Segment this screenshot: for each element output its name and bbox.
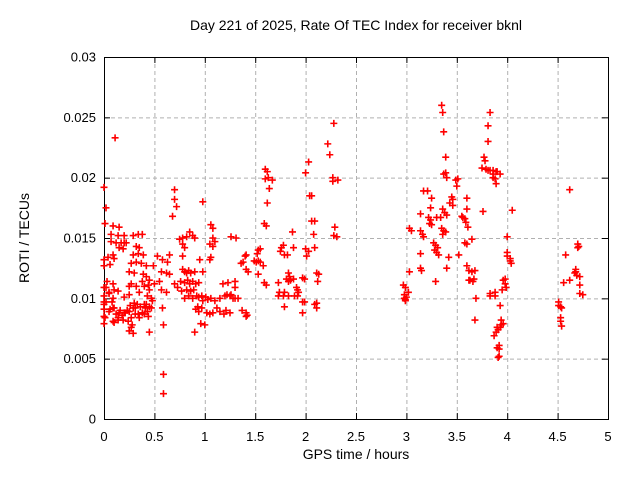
svg-text:3.5: 3.5 — [448, 429, 466, 444]
svg-text:3: 3 — [403, 429, 410, 444]
svg-text:2.5: 2.5 — [347, 429, 365, 444]
svg-text:0.025: 0.025 — [63, 110, 96, 125]
svg-text:0.03: 0.03 — [71, 50, 96, 65]
svg-text:2: 2 — [302, 429, 309, 444]
svg-text:0: 0 — [100, 429, 107, 444]
svg-text:0.02: 0.02 — [71, 170, 96, 185]
svg-text:0.005: 0.005 — [63, 351, 96, 366]
x-axis-label: GPS time / hours — [302, 446, 410, 462]
svg-text:5: 5 — [604, 429, 611, 444]
svg-text:1.5: 1.5 — [246, 429, 264, 444]
svg-text:0.01: 0.01 — [71, 291, 96, 306]
svg-text:1: 1 — [201, 429, 208, 444]
svg-text:0: 0 — [89, 412, 96, 427]
svg-text:0.5: 0.5 — [145, 429, 163, 444]
chart-title: Day 221 of 2025, Rate Of TEC Index for r… — [189, 17, 523, 33]
svg-text:0.015: 0.015 — [63, 231, 96, 246]
svg-text:4.5: 4.5 — [549, 429, 567, 444]
svg-text:4: 4 — [504, 429, 511, 444]
